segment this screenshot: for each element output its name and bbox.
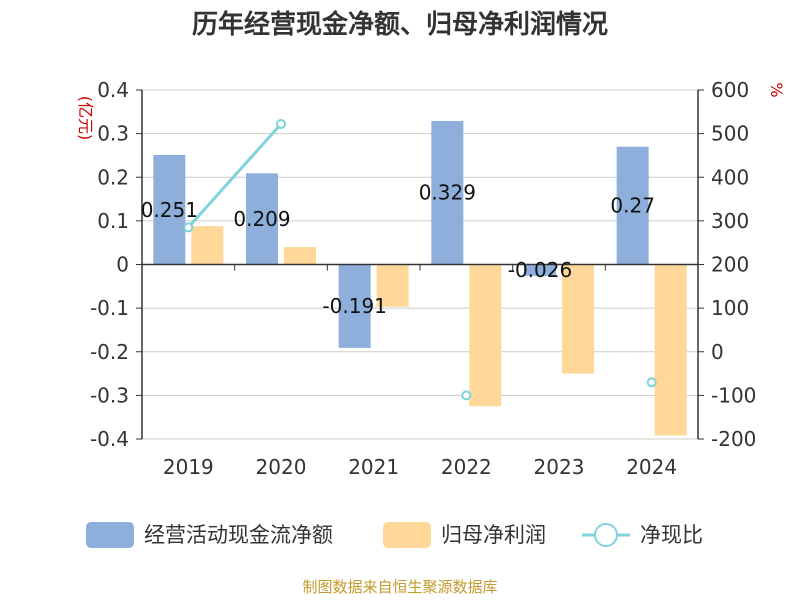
bar-cash-flow (431, 120, 464, 265)
legend-net-profit-swatch (383, 522, 431, 548)
left-axis-tick-label: -0.2 (90, 340, 129, 364)
right-axis-tick-label: 500 (711, 122, 749, 146)
category-label: 2019 (163, 455, 214, 479)
source-note: 制图数据来自恒生聚源数据库 (302, 578, 497, 596)
ratio-point (646, 377, 657, 388)
bar-cash-flow (246, 173, 278, 265)
left-axis-tick-label: -0.3 (90, 383, 129, 407)
bar-net-profit (191, 226, 224, 265)
legend: 经营活动现金流净额 归母净利润 净现比 (86, 522, 703, 548)
left-axis-tick-label: 0.2 (97, 165, 129, 189)
bar-cash-flow (153, 155, 186, 265)
data-labels: 0.251 0.209 -0.191 0.329 -0.026 0.27 (141, 181, 655, 318)
legend-ratio: 净现比 (582, 523, 703, 547)
data-label-cash-flow: 0.329 (419, 181, 476, 205)
bar-cash-flow (524, 264, 556, 276)
category-label: 2020 (256, 455, 307, 479)
right-axis-tick-label: 300 (711, 209, 749, 233)
data-label-cash-flow: 0.251 (141, 198, 198, 222)
bar-net-profit (376, 264, 409, 307)
left-axis-tick-label: 0 (116, 253, 129, 277)
category-label: 2022 (441, 455, 492, 479)
right-axis-tick-label: 400 (711, 165, 749, 189)
legend-net-profit: 归母净利润 (383, 522, 546, 548)
bar-net-profit (654, 264, 687, 436)
chart-title: 历年经营现金净额、归母净利润情况 (192, 9, 608, 40)
category-label: 2024 (626, 455, 677, 479)
data-label-cash-flow: 0.209 (233, 207, 290, 231)
data-label-cash-flow: -0.026 (508, 258, 572, 282)
category-label: 2021 (348, 455, 399, 479)
ratio-point (461, 390, 472, 401)
left-axis-tick-label: -0.4 (90, 427, 129, 451)
right-axis-tick-label: 0 (711, 340, 724, 364)
left-axis-tick-label: 0.4 (97, 78, 129, 102)
axes: 0.4 600 0.3 500 0.2 400 0.1 300 0 200 -0.1 100 -0.2 0… (90, 78, 756, 479)
left-axis-tick-label: 0.3 (97, 122, 129, 146)
legend-net-profit-label: 归母净利润 (441, 523, 546, 547)
right-axis-tick-label: 100 (711, 296, 749, 320)
legend-cash-flow: 经营活动现金流净额 (86, 522, 333, 548)
legend-ratio-swatch-marker (594, 523, 618, 547)
right-axis-tick-label: -100 (711, 383, 756, 407)
bar-net-profit (562, 264, 594, 374)
right-axis-tick-label: 200 (711, 253, 749, 277)
bar-net-profit (469, 264, 502, 407)
legend-ratio-label: 净现比 (640, 523, 703, 547)
data-label-cash-flow: 0.27 (610, 194, 655, 218)
data-label-cash-flow: -0.191 (322, 294, 386, 318)
legend-cash-flow-swatch (86, 522, 134, 548)
right-axis-tick-label: 600 (711, 78, 749, 102)
bar-cash-flow (338, 264, 371, 348)
ratio-point (183, 222, 194, 233)
bars (153, 120, 687, 436)
left-axis-unit: (亿元) (76, 96, 95, 141)
right-axis-tick-label: -200 (711, 427, 756, 451)
legend-cash-flow-label: 经营活动现金流净额 (144, 523, 333, 547)
right-axis-unit: % (767, 82, 786, 97)
ratio-point (276, 119, 286, 130)
category-label: 2023 (534, 455, 585, 479)
left-axis-tick-label: 0.1 (97, 209, 129, 233)
bar-net-profit (284, 247, 316, 265)
ratio-line-segment (187, 123, 283, 229)
left-axis-tick-label: -0.1 (90, 296, 129, 320)
bar-cash-flow (616, 146, 649, 265)
ratio-line (183, 119, 657, 401)
